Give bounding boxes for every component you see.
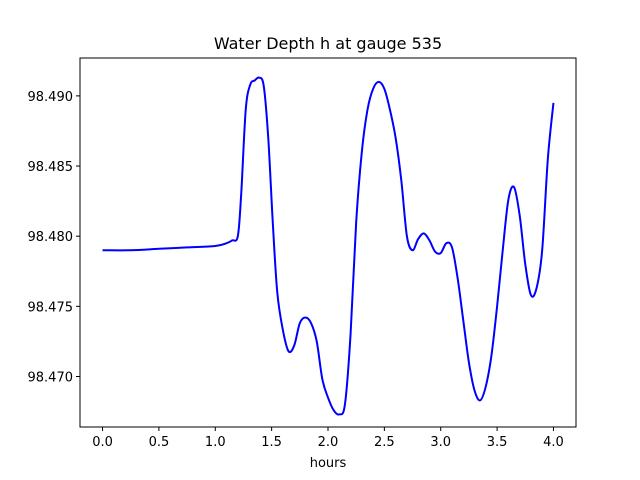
y-tick-label: 98.490 xyxy=(28,90,74,105)
y-tick-label: 98.470 xyxy=(28,370,74,385)
x-tick-label: 1.0 xyxy=(205,435,226,450)
x-tick-label: 1.5 xyxy=(261,435,282,450)
x-tick-label: 3.0 xyxy=(430,435,451,450)
y-axis-ticks: 98.470 98.475 98.480 98.485 98.490 xyxy=(28,90,80,385)
series-line xyxy=(102,76,555,416)
x-tick-label: 2.0 xyxy=(318,435,339,450)
y-tick-label: 98.485 xyxy=(28,160,74,175)
chart-title: Water Depth h at gauge 535 xyxy=(214,34,442,53)
series-group xyxy=(102,76,555,416)
x-axis-label: hours xyxy=(310,456,347,471)
y-tick-label: 98.475 xyxy=(28,300,74,315)
x-tick-label: 2.5 xyxy=(374,435,395,450)
x-tick-label: 0.5 xyxy=(149,435,170,450)
x-tick-label: 3.5 xyxy=(487,435,508,450)
x-axis-ticks: 0.0 0.5 1.0 1.5 2.0 2.5 3.0 3.5 4.0 xyxy=(92,427,564,450)
x-tick-label: 4.0 xyxy=(543,435,564,450)
x-tick-label: 0.0 xyxy=(92,435,113,450)
y-tick-label: 98.480 xyxy=(28,230,74,245)
